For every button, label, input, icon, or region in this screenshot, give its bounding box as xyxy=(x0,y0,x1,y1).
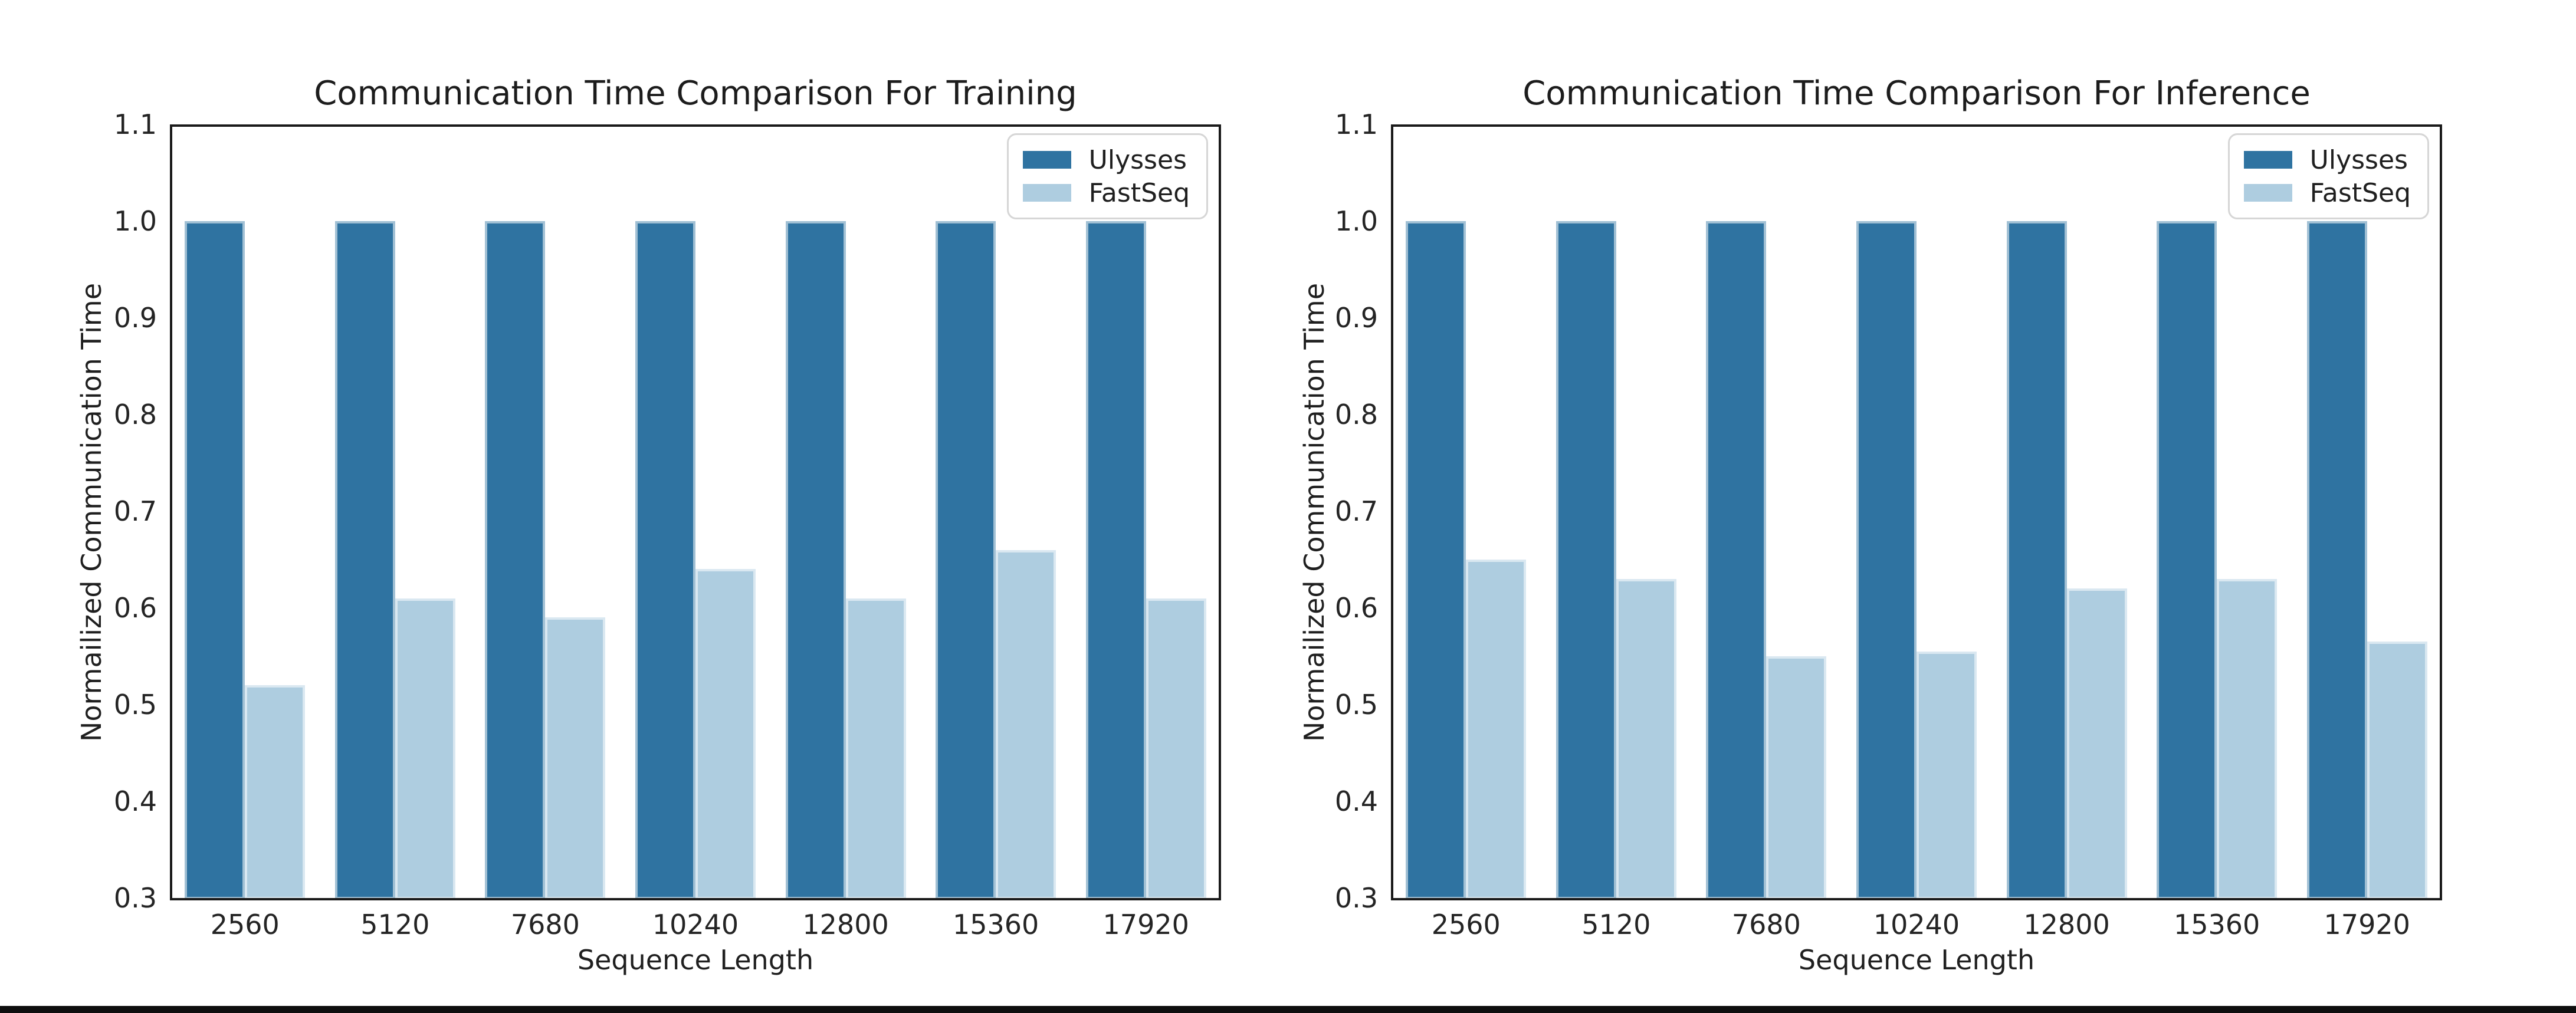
fastseq-bar xyxy=(1616,578,1676,899)
y-tick-label: 1.0 xyxy=(1334,205,1378,237)
x-tick-label: 7680 xyxy=(510,909,580,940)
ulysses-bar xyxy=(635,221,695,899)
y-tick-label: 0.6 xyxy=(113,592,157,624)
y-tick-label: 0.9 xyxy=(113,302,157,334)
fastseq-bar xyxy=(1766,656,1826,899)
ulysses-bar xyxy=(786,221,846,899)
ulysses-bar xyxy=(1406,221,1466,899)
ulysses-bar xyxy=(485,221,545,899)
fastseq-bar xyxy=(245,685,305,899)
y-tick-label: 0.5 xyxy=(113,689,157,721)
legend-row: Ulysses xyxy=(1022,143,1190,176)
legend-swatch-ulysses xyxy=(1022,151,1071,169)
x-tick-label: 7680 xyxy=(1731,909,1801,940)
fastseq-bar xyxy=(1917,651,1977,899)
y-tick-label: 0.7 xyxy=(1334,495,1378,527)
chart-title: Communication Time Comparison For Traini… xyxy=(314,74,1077,113)
x-tick-label: 15360 xyxy=(952,909,1039,940)
fastseq-bar xyxy=(996,550,1056,899)
legend-swatch-fastseq xyxy=(1022,184,1071,202)
fastseq-bar xyxy=(545,617,605,899)
x-tick-label: 10240 xyxy=(652,909,739,940)
fastseq-bar xyxy=(1146,598,1206,899)
ulysses-bar xyxy=(1706,221,1766,899)
x-tick-label: 15360 xyxy=(2173,909,2260,940)
y-tick-label: 0.9 xyxy=(1334,302,1378,334)
legend-label: Ulysses xyxy=(1088,144,1187,175)
x-axis-label: Sequence Length xyxy=(1798,944,2035,976)
y-tick-label: 1.1 xyxy=(1334,108,1378,140)
legend-swatch-ulysses xyxy=(2243,151,2292,169)
ulysses-bar xyxy=(1556,221,1616,899)
fastseq-bar xyxy=(2217,578,2277,899)
x-tick-label: 5120 xyxy=(1581,909,1651,940)
ulysses-bar xyxy=(335,221,395,899)
fastseq-bar xyxy=(695,569,756,899)
ulysses-bar xyxy=(2007,221,2067,899)
y-tick-label: 0.8 xyxy=(1334,399,1378,430)
legend-swatch-fastseq xyxy=(2243,184,2292,202)
ulysses-bar xyxy=(2307,221,2367,899)
chart-title: Communication Time Comparison For Infere… xyxy=(1522,74,2311,113)
y-tick-label: 0.7 xyxy=(113,495,157,527)
legend-row: FastSeq xyxy=(2243,176,2411,209)
y-tick-label: 1.1 xyxy=(113,108,157,140)
legend-label: FastSeq xyxy=(2309,177,2411,208)
fastseq-bar xyxy=(846,598,906,899)
fastseq-bar xyxy=(1466,560,1526,899)
x-tick-label: 2560 xyxy=(1431,909,1501,940)
x-tick-label: 12800 xyxy=(2023,909,2110,940)
y-tick-label: 0.6 xyxy=(1334,592,1378,624)
y-tick-label: 0.3 xyxy=(113,882,157,914)
x-axis-label: Sequence Length xyxy=(577,944,814,976)
fastseq-bar xyxy=(2067,588,2127,899)
legend: Ulysses FastSeq xyxy=(2227,133,2429,219)
y-tick-label: 0.4 xyxy=(1334,785,1378,817)
screenshot-bottom-border xyxy=(0,1006,2576,1013)
ulysses-bar xyxy=(936,221,996,899)
legend-label: FastSeq xyxy=(1088,177,1190,208)
x-tick-label: 17920 xyxy=(1102,909,1189,940)
legend-label: Ulysses xyxy=(2309,144,2408,175)
legend-row: Ulysses xyxy=(2243,143,2411,176)
ulysses-bar xyxy=(185,221,245,899)
x-tick-label: 12800 xyxy=(802,909,889,940)
ulysses-bar xyxy=(2157,221,2217,899)
fastseq-bar xyxy=(2367,642,2427,899)
x-tick-label: 5120 xyxy=(360,909,430,940)
y-tick-label: 0.5 xyxy=(1334,689,1378,721)
y-tick-label: 1.0 xyxy=(113,205,157,237)
x-tick-label: 17920 xyxy=(2324,909,2410,940)
ulysses-bar xyxy=(1086,221,1146,899)
x-tick-label: 10240 xyxy=(1873,909,1960,940)
legend-row: FastSeq xyxy=(1022,176,1190,209)
legend: Ulysses FastSeq xyxy=(1006,133,1208,219)
fastseq-bar xyxy=(395,598,455,899)
y-tick-label: 0.4 xyxy=(113,785,157,817)
ulysses-bar xyxy=(1856,221,1917,899)
x-tick-label: 2560 xyxy=(210,909,280,940)
y-tick-label: 0.8 xyxy=(113,399,157,430)
y-tick-label: 0.3 xyxy=(1334,882,1378,914)
